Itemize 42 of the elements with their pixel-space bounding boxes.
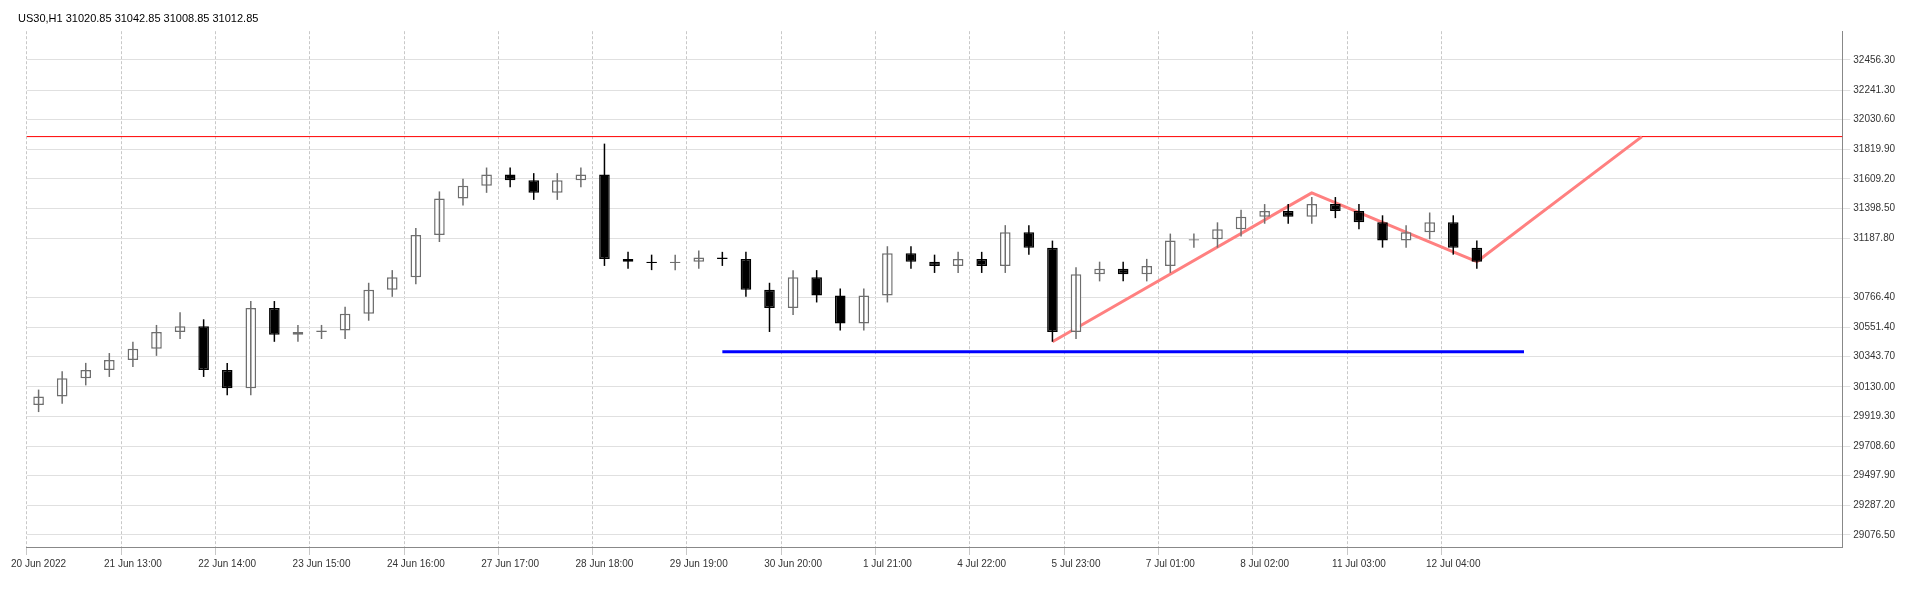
- x-tick-label: 23 Jun 15:00: [292, 557, 351, 569]
- y-tick-label: 31609.20: [1853, 172, 1896, 184]
- y-tick-label: 30130.00: [1853, 380, 1896, 392]
- y-tick-label: 30551.40: [1853, 321, 1896, 333]
- x-tick-label: 21 Jun 13:00: [103, 557, 163, 569]
- y-tick-label: 29287.20: [1853, 498, 1896, 510]
- candlestick: [976, 251, 988, 274]
- candlestick: [1447, 214, 1459, 256]
- y-tick-label: 29708.60: [1853, 439, 1896, 451]
- chart-title: US30,H1 31020.85 31042.85 31008.85 31012.85: [18, 11, 259, 24]
- x-tick-label: 7 Jul 01:00: [1145, 557, 1196, 569]
- y-tick-label: 29076.50: [1853, 528, 1896, 540]
- x-tick-label: 5 Jul 23:00: [1051, 557, 1101, 569]
- y-tick-label: 31187.80: [1853, 231, 1895, 243]
- candlestick: [1117, 260, 1129, 283]
- x-tick-label: 20 Jun 2022: [11, 557, 67, 569]
- y-tick-label: 32456.30: [1853, 53, 1896, 65]
- candlestick: [80, 362, 92, 387]
- candlestick: [575, 166, 587, 188]
- y-tick-label: 29919.30: [1853, 410, 1896, 422]
- x-tick-label: 22 Jun 14:00: [198, 557, 257, 569]
- y-tick-label: 32030.60: [1853, 113, 1896, 125]
- y-tick-label: 29497.90: [1853, 469, 1896, 481]
- y-tick-label: 31819.90: [1853, 143, 1896, 155]
- candlestick: [999, 224, 1011, 274]
- x-tick-label: 28 Jun 18:00: [575, 557, 634, 569]
- y-tick-label: 30766.40: [1853, 291, 1896, 303]
- x-tick-label: 12 Jul 04:00: [1426, 557, 1481, 569]
- candlestick: [1141, 258, 1153, 283]
- x-tick-label: 11 Jul 03:00: [1332, 557, 1387, 569]
- x-tick-label: 1 Jul 21:00: [862, 557, 913, 569]
- y-tick-label: 32241.30: [1853, 83, 1896, 95]
- y-tick-label: 30343.70: [1853, 350, 1896, 362]
- x-tick-label: 8 Jul 02:00: [1240, 557, 1290, 569]
- x-tick-label: 24 Jun 16:00: [386, 557, 446, 569]
- candlestick: [504, 166, 516, 188]
- x-tick-label: 4 Jul 22:00: [957, 557, 1007, 569]
- x-tick-label: 30 Jun 20:00: [764, 557, 823, 569]
- x-tick-label: 27 Jun 17:00: [481, 557, 540, 569]
- y-tick-label: 31398.50: [1853, 202, 1896, 214]
- candlestick: [1094, 260, 1105, 283]
- x-tick-label: 29 Jun 19:00: [669, 557, 729, 569]
